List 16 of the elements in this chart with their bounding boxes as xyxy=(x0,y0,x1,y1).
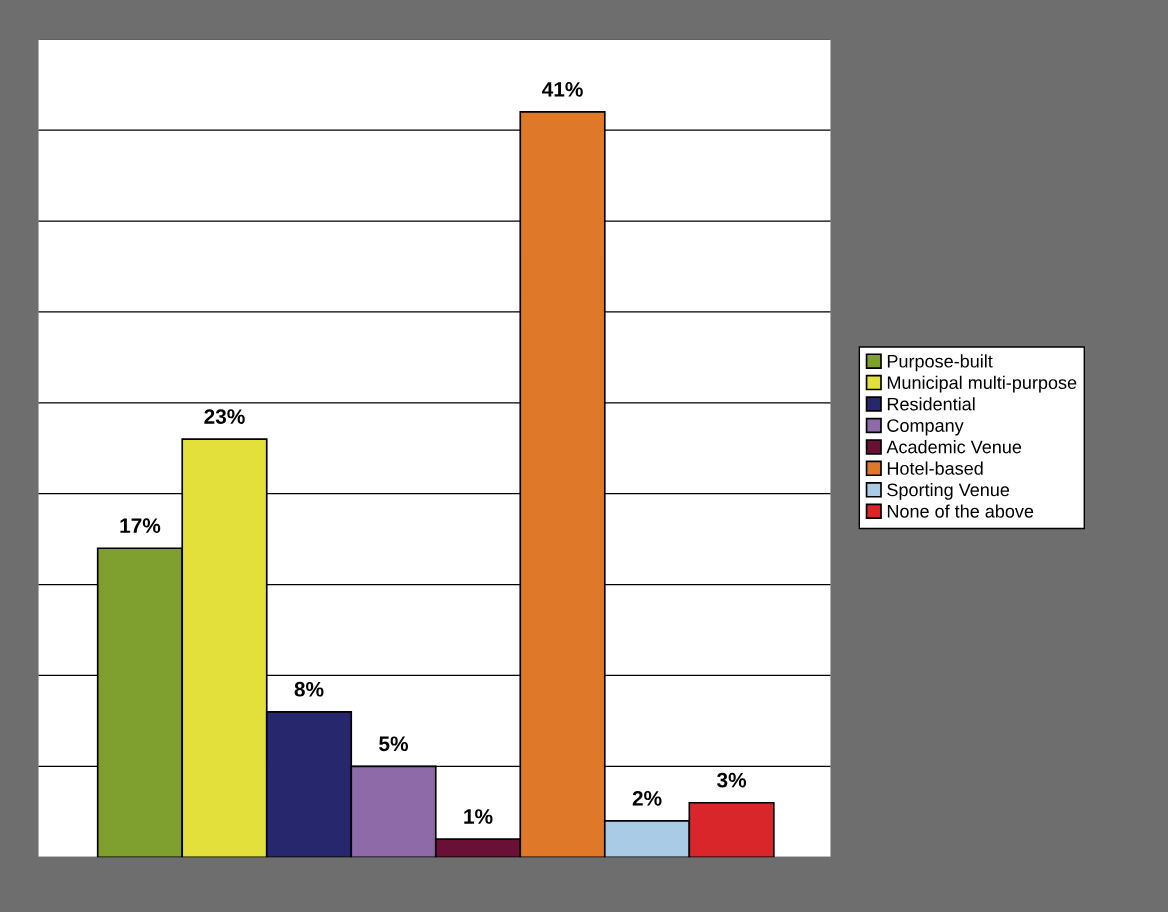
legend-label: Company xyxy=(887,419,964,436)
data-label: 5% xyxy=(379,736,409,752)
data-label: 8% xyxy=(294,681,324,697)
data-label: 23% xyxy=(204,409,245,424)
legend-label: Purpose-built xyxy=(887,354,993,372)
data-label: 2% xyxy=(632,790,662,806)
legend-label: Sporting Venue xyxy=(887,482,1010,500)
legend-label: None of the above xyxy=(887,504,1034,518)
legend-label: Academic Venue xyxy=(886,440,1022,454)
legend-label: Hotel-based xyxy=(887,461,983,475)
data-label: 3% xyxy=(716,772,747,788)
legend-label: Municipal multi-purpose xyxy=(887,375,1077,393)
data-label: 1% xyxy=(464,809,493,824)
data-label: 41% xyxy=(542,82,583,97)
legend-label: Residential xyxy=(887,397,975,411)
data-label: 17% xyxy=(120,518,161,533)
